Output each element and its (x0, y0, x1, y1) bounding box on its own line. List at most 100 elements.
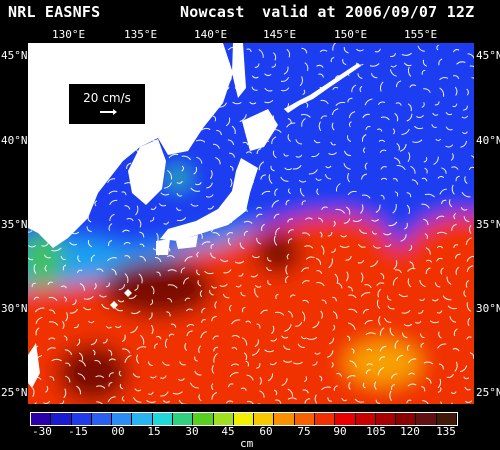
current-vector (419, 298, 426, 302)
current-vector (403, 323, 413, 327)
current-vector (214, 91, 219, 99)
current-vector (95, 375, 105, 379)
current-vector (210, 243, 214, 249)
current-vector (128, 294, 137, 299)
current-vector (211, 285, 218, 289)
current-vector (375, 399, 381, 404)
current-vector (347, 70, 350, 77)
current-vector (455, 266, 460, 275)
current-vector (136, 346, 147, 350)
current-vector (261, 223, 265, 232)
current-vector (407, 267, 416, 272)
current-vector (86, 226, 92, 233)
current-vector (108, 190, 118, 195)
lon-label-135: 135°E (124, 28, 158, 41)
current-vector (387, 295, 392, 301)
current-vector (132, 397, 142, 403)
current-vector (345, 256, 352, 261)
current-vector (158, 203, 167, 207)
current-vector (251, 348, 260, 356)
current-vector (70, 231, 80, 235)
current-vector (194, 356, 198, 362)
current-vector (219, 258, 229, 262)
lon-label-145: 145°E (263, 28, 297, 41)
current-vector (421, 203, 430, 209)
current-vector (285, 275, 289, 284)
current-vector (92, 349, 96, 356)
current-vector (383, 232, 392, 236)
current-vector (108, 240, 113, 247)
land-ryukyu (110, 289, 132, 309)
colorbar-swatch (396, 413, 417, 425)
current-vector (304, 245, 314, 249)
current-vector (87, 320, 95, 324)
current-vector (264, 87, 273, 92)
current-vector (47, 203, 51, 210)
current-vector (331, 248, 336, 253)
current-vector (332, 296, 337, 302)
current-vector (245, 151, 253, 154)
current-vector (331, 108, 339, 116)
current-vector (441, 167, 447, 174)
current-vector (99, 294, 107, 298)
current-vector (267, 373, 274, 382)
current-vector (222, 293, 230, 299)
current-vector (122, 348, 131, 354)
current-vector (260, 309, 268, 315)
current-vector (200, 331, 207, 339)
current-vector (358, 229, 367, 234)
current-vector (205, 194, 214, 198)
colorbar-tick: 105 (366, 425, 386, 438)
current-vector (390, 373, 398, 379)
current-vector (371, 231, 378, 235)
current-vector (361, 194, 371, 199)
current-vector (281, 335, 289, 339)
current-vector (226, 60, 231, 67)
current-vector (73, 324, 80, 329)
current-vector (406, 399, 412, 404)
current-vector (351, 84, 357, 93)
current-vector (229, 304, 232, 312)
current-vector (30, 402, 37, 404)
current-vector (108, 223, 113, 231)
lon-label-155: 155°E (404, 28, 438, 41)
current-vector (394, 339, 399, 349)
current-vector (167, 45, 171, 52)
current-vector (41, 242, 49, 247)
current-vector (319, 49, 328, 53)
current-vector (209, 290, 214, 296)
current-vector (231, 346, 238, 350)
current-vector (245, 320, 252, 324)
current-vector (194, 370, 202, 376)
current-vector (410, 165, 416, 174)
current-vector (64, 349, 73, 355)
current-vector (422, 59, 428, 67)
current-vector (81, 175, 88, 180)
current-vector (60, 114, 67, 118)
current-vector (109, 213, 115, 222)
current-vector (469, 224, 472, 234)
current-vector (60, 255, 66, 260)
current-vector (124, 273, 129, 283)
current-vector (30, 48, 35, 56)
current-vector (154, 256, 162, 263)
current-vector (376, 299, 381, 309)
current-vector (34, 88, 41, 97)
forecast-type: Nowcast (180, 3, 245, 21)
current-vector (450, 391, 457, 395)
current-vector (182, 230, 186, 240)
current-vector (392, 128, 396, 135)
current-vector (370, 260, 379, 268)
current-vector (47, 169, 50, 176)
current-vector (335, 183, 341, 192)
current-vector (406, 113, 413, 122)
current-vector (256, 323, 261, 329)
current-vector (356, 48, 364, 52)
current-vector (77, 269, 83, 274)
current-vector (452, 348, 460, 352)
current-vector (275, 293, 279, 300)
current-vector (258, 161, 265, 171)
current-vector (195, 59, 204, 64)
current-vector (96, 268, 104, 272)
current-vector (471, 155, 474, 159)
